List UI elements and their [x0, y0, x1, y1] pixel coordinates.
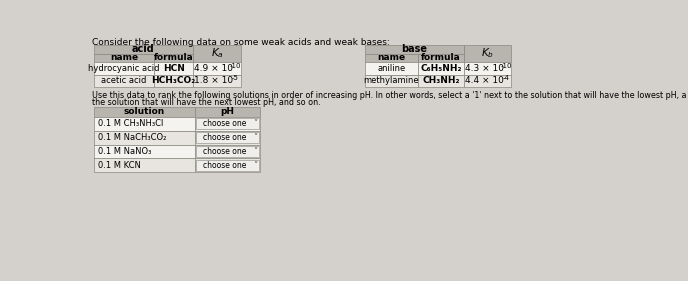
- Text: aniline: aniline: [377, 64, 405, 73]
- Text: acid: acid: [132, 44, 155, 54]
- Text: solution: solution: [124, 107, 164, 116]
- Text: choose one: choose one: [204, 147, 247, 156]
- Bar: [365, 54, 418, 62]
- Bar: [94, 54, 154, 62]
- Text: -10: -10: [230, 63, 241, 69]
- Bar: [195, 158, 260, 172]
- Bar: [196, 146, 259, 157]
- Text: 4.9 × 10: 4.9 × 10: [195, 64, 233, 73]
- Text: methylamine: methylamine: [363, 76, 419, 85]
- Text: name: name: [377, 53, 405, 62]
- Bar: [196, 160, 259, 171]
- Text: C₆H₅NH₂: C₆H₅NH₂: [420, 64, 462, 73]
- Bar: [418, 54, 464, 62]
- Text: -4: -4: [503, 75, 510, 81]
- Bar: [94, 158, 195, 172]
- Bar: [195, 117, 260, 131]
- Bar: [195, 107, 260, 117]
- Bar: [94, 145, 195, 158]
- Text: ˅: ˅: [252, 161, 257, 170]
- Text: base: base: [402, 44, 428, 54]
- Text: Use this data to rank the following solutions in order of increasing pH. In othe: Use this data to rank the following solu…: [92, 92, 688, 101]
- Bar: [365, 74, 418, 87]
- Text: the solution that will have the next lowest pH, and so on.: the solution that will have the next low…: [92, 98, 321, 107]
- Bar: [464, 74, 510, 87]
- Text: 4.4 × 10: 4.4 × 10: [465, 76, 504, 85]
- Bar: [196, 132, 259, 143]
- Bar: [193, 74, 241, 87]
- Text: formula: formula: [153, 53, 193, 62]
- Text: name: name: [110, 53, 138, 62]
- Text: Consider the following data on some weak acids and weak bases:: Consider the following data on some weak…: [92, 38, 390, 47]
- Bar: [196, 118, 259, 129]
- Bar: [94, 107, 195, 117]
- Text: 0.1 M KCN: 0.1 M KCN: [98, 161, 140, 170]
- Bar: [193, 62, 241, 74]
- Bar: [94, 44, 193, 54]
- Text: ˅: ˅: [252, 147, 257, 156]
- Bar: [418, 74, 464, 87]
- Bar: [154, 62, 193, 74]
- Text: HCN: HCN: [162, 64, 184, 73]
- Text: CH₃NH₂: CH₃NH₂: [422, 76, 460, 85]
- Text: choose one: choose one: [204, 133, 247, 142]
- Text: HCH₃CO₂: HCH₃CO₂: [151, 76, 195, 85]
- Text: 0.1 M NaCH₃CO₂: 0.1 M NaCH₃CO₂: [98, 133, 166, 142]
- Text: hydrocyanic acid: hydrocyanic acid: [88, 64, 160, 73]
- Bar: [94, 117, 195, 131]
- Bar: [365, 62, 418, 74]
- Text: ˅: ˅: [252, 133, 257, 142]
- Text: 1.8 × 10: 1.8 × 10: [194, 76, 233, 85]
- Bar: [94, 131, 195, 145]
- Text: -10: -10: [500, 63, 512, 69]
- Bar: [94, 62, 154, 74]
- Text: $K_a$: $K_a$: [211, 46, 224, 60]
- Text: choose one: choose one: [204, 119, 247, 128]
- Text: 0.1 M CH₃NH₃Cl: 0.1 M CH₃NH₃Cl: [98, 119, 163, 128]
- Bar: [464, 44, 510, 62]
- Bar: [193, 44, 241, 62]
- Text: ˅: ˅: [252, 119, 257, 128]
- Bar: [94, 74, 154, 87]
- Text: choose one: choose one: [204, 161, 247, 170]
- Text: pH: pH: [220, 107, 235, 116]
- Bar: [195, 145, 260, 158]
- Bar: [418, 62, 464, 74]
- Bar: [154, 54, 193, 62]
- Text: -5: -5: [232, 75, 239, 81]
- Bar: [464, 62, 510, 74]
- Text: 0.1 M NaNO₃: 0.1 M NaNO₃: [98, 147, 151, 156]
- Text: $K_b$: $K_b$: [481, 46, 494, 60]
- Text: acetic acid: acetic acid: [101, 76, 147, 85]
- Text: formula: formula: [421, 53, 461, 62]
- Bar: [154, 74, 193, 87]
- Text: 4.3 × 10: 4.3 × 10: [465, 64, 504, 73]
- Bar: [195, 131, 260, 145]
- Bar: [365, 44, 464, 54]
